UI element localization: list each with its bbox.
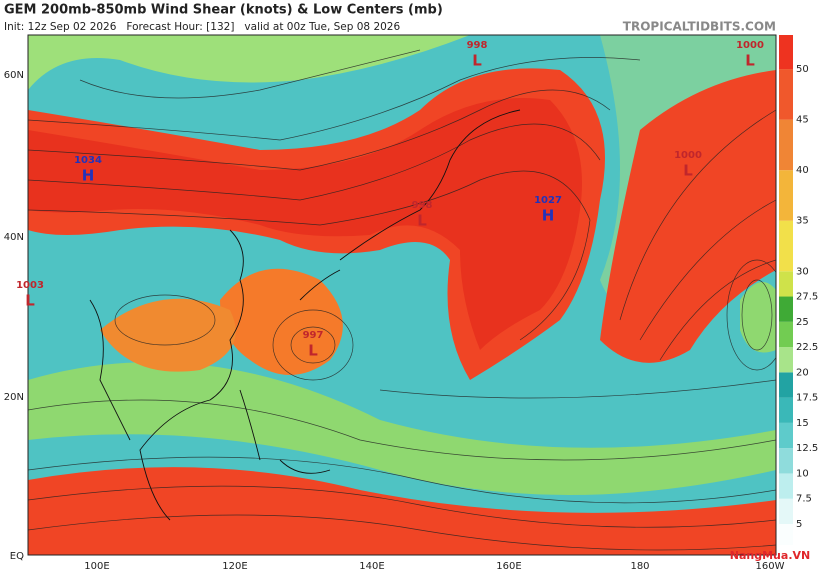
center-letter: H [542, 207, 555, 225]
colorbar-tick-label: 7.5 [796, 494, 812, 505]
site-label: TROPICALTIDBITS.COM [623, 20, 776, 34]
shear-zone [220, 268, 343, 375]
colorbar-tick-label: 22.5 [796, 342, 818, 353]
center-pressure: 997 [303, 330, 324, 341]
title: GEM 200mb-850mb Wind Shear (knots) & Low… [4, 3, 443, 18]
colorbar-tick-label: 30 [796, 266, 809, 277]
colorbar-tick-label: 45 [796, 115, 809, 126]
colorbar-band [779, 69, 793, 120]
shear-zone [28, 362, 776, 495]
center-letter: L [417, 212, 427, 230]
colorbar-tick-label: 25 [796, 317, 809, 328]
colorbar-band [779, 397, 793, 423]
map [28, 35, 776, 555]
coastlines [89, 109, 521, 521]
colorbar-band [779, 448, 793, 474]
streamlines [28, 49, 776, 551]
center-pressure: 1000 [736, 40, 764, 51]
center-letter: L [25, 292, 35, 310]
shear-zone [740, 282, 776, 353]
colorbar-band [779, 271, 793, 297]
colorbar-band [779, 422, 793, 449]
center-letter: H [82, 167, 95, 185]
center-letter: L [745, 52, 755, 70]
colorbar-band [779, 170, 793, 221]
subtitle: Init: 12z Sep 02 2026 Forecast Hour: [13… [4, 21, 400, 33]
center-pressure: 1034 [74, 155, 102, 166]
center-pressure: 998 [412, 200, 433, 211]
colorbar-band [779, 119, 793, 171]
center-letter: L [308, 342, 318, 360]
colorbar: 5 7.5 10 12.5 15 17.5 20 22.5 25 27.5 30 35 40 45 50 [779, 35, 818, 545]
longitude-label: 160E [496, 561, 521, 572]
latitude-label: EQ [10, 551, 24, 562]
longitude-label: 140E [359, 561, 384, 572]
colorbar-band [779, 321, 793, 348]
colorbar-band [779, 372, 793, 398]
colorbar-tick-label: 50 [796, 64, 809, 75]
center-pressure: 998 [467, 40, 488, 51]
colorbar-band [779, 35, 793, 70]
longitude-label: 180 [630, 561, 649, 572]
latitude-label: 20N [4, 392, 24, 403]
latitude-label: 60N [4, 70, 24, 81]
center-letter: L [472, 52, 482, 70]
shear-max [28, 467, 776, 555]
colorbar-tick-label: 17.5 [796, 393, 818, 404]
colorbar-tick-label: 15 [796, 418, 809, 429]
colorbar-tick-label: 20 [796, 367, 809, 378]
longitude-label: 100E [84, 561, 109, 572]
shear-zone [28, 35, 470, 90]
colorbar-band [779, 347, 793, 373]
center-pressure: 1000 [674, 150, 702, 161]
longitude-label: 120E [222, 561, 247, 572]
latitude-label: 40N [4, 232, 24, 243]
map-frame [27, 34, 777, 556]
shear-zone [100, 298, 236, 372]
colorbar-tick-label: 40 [796, 165, 809, 176]
longitude-label: 160W [756, 561, 785, 572]
colorbar-band [779, 473, 793, 499]
colorbar-tick-label: 27.5 [796, 292, 818, 303]
colorbar-tick-label: 35 [796, 216, 809, 227]
center-letter: L [683, 162, 693, 180]
colorbar-tick-label: 10 [796, 468, 809, 479]
colorbar-band [779, 524, 793, 545]
watermark: NangMua.VN [730, 549, 810, 562]
colorbar-band [779, 498, 793, 524]
center-pressure: 1027 [534, 195, 562, 206]
colorbar-tick-label: 5 [796, 519, 802, 530]
shear-max [600, 70, 776, 363]
center-pressure: 1003 [16, 280, 44, 291]
colorbar-tick-label: 12.5 [796, 443, 818, 454]
colorbar-band [779, 220, 793, 272]
colorbar-band [779, 296, 793, 322]
